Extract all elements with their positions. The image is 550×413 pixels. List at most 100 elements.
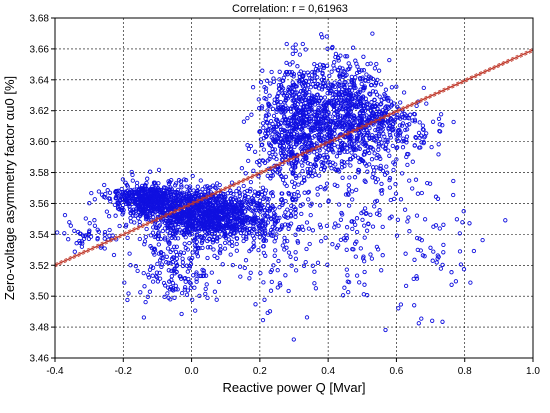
data-point	[291, 98, 297, 103]
data-point	[248, 179, 254, 185]
data-point	[280, 177, 286, 183]
data-point	[187, 219, 192, 224]
data-point	[306, 197, 311, 202]
data-point	[299, 118, 305, 123]
data-point	[192, 243, 198, 248]
data-point	[372, 151, 377, 156]
data-point	[147, 289, 153, 294]
data-point	[342, 80, 347, 85]
data-point	[345, 191, 351, 196]
data-point	[137, 219, 142, 225]
data-point	[332, 92, 338, 97]
data-point	[157, 276, 163, 281]
data-point	[151, 186, 156, 191]
data-point	[312, 78, 317, 84]
data-point	[345, 160, 350, 165]
data-point	[302, 107, 308, 113]
data-point	[361, 132, 366, 137]
data-point	[338, 73, 343, 78]
data-point	[374, 211, 380, 216]
data-point	[269, 69, 274, 75]
data-point	[250, 199, 256, 204]
data-point	[341, 98, 346, 103]
data-point	[440, 319, 445, 324]
data-point	[289, 167, 294, 172]
data-point	[282, 239, 287, 244]
data-point	[390, 143, 395, 149]
data-point	[272, 253, 277, 258]
data-point	[173, 189, 178, 195]
data-point	[356, 67, 362, 73]
data-point	[307, 89, 312, 95]
data-point	[384, 164, 389, 169]
data-point	[210, 203, 215, 208]
data-point	[253, 302, 258, 307]
data-point	[457, 249, 463, 254]
data-point	[297, 52, 303, 57]
data-point	[213, 228, 218, 233]
data-point	[150, 279, 156, 284]
data-point	[206, 214, 212, 219]
data-point	[241, 183, 246, 189]
data-point	[274, 130, 279, 135]
data-point	[375, 106, 380, 111]
data-point	[406, 215, 411, 220]
data-point	[112, 202, 118, 208]
data-point	[160, 256, 166, 261]
data-point	[317, 222, 323, 227]
data-point	[387, 153, 392, 158]
data-point	[182, 287, 187, 292]
data-point	[346, 134, 352, 139]
data-point	[315, 186, 320, 191]
y-tick-label: 3.46	[30, 354, 50, 365]
data-point	[222, 246, 228, 251]
data-point	[279, 197, 285, 202]
data-point	[182, 241, 187, 246]
data-point	[241, 234, 246, 239]
data-point	[317, 62, 323, 67]
data-point	[449, 282, 454, 287]
data-point	[289, 132, 294, 138]
data-point	[273, 152, 278, 157]
data-point	[235, 223, 240, 229]
data-point	[312, 281, 317, 286]
data-point	[230, 243, 235, 249]
data-point	[377, 109, 382, 114]
data-point	[326, 133, 331, 138]
data-point	[293, 256, 299, 261]
data-point	[410, 118, 415, 123]
data-point	[189, 213, 194, 218]
data-point	[315, 100, 320, 105]
data-point	[366, 221, 371, 226]
data-point	[188, 261, 194, 267]
data-point	[325, 46, 330, 51]
data-point	[180, 260, 186, 265]
data-point	[167, 218, 172, 224]
data-point	[241, 119, 247, 124]
y-tick-label: 3.68	[30, 14, 50, 25]
y-tick-label: 3.48	[30, 323, 50, 334]
data-point	[387, 177, 392, 183]
data-point	[296, 92, 302, 97]
data-point	[203, 184, 208, 189]
data-point	[333, 101, 338, 106]
data-point	[325, 262, 330, 267]
data-point	[102, 246, 107, 251]
data-point	[142, 186, 148, 191]
data-point	[354, 216, 360, 221]
data-point	[263, 188, 269, 193]
data-point	[194, 249, 200, 255]
data-point	[268, 288, 274, 293]
data-point	[157, 258, 163, 263]
data-point	[137, 197, 143, 203]
data-point	[317, 67, 323, 72]
data-point	[309, 140, 314, 146]
data-point	[295, 189, 300, 195]
data-point	[169, 219, 175, 225]
data-point	[241, 220, 246, 225]
data-point	[400, 139, 405, 144]
data-point	[203, 291, 208, 297]
data-point	[321, 75, 326, 80]
data-point	[210, 240, 216, 245]
data-point	[403, 251, 408, 256]
